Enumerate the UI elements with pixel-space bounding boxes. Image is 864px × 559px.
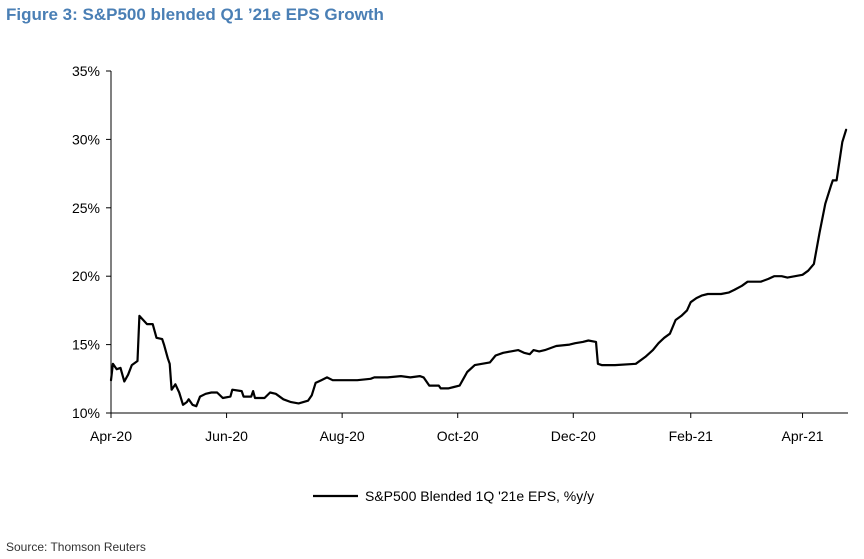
x-tick-label: Jun-20: [205, 428, 248, 444]
series-line: [109, 128, 848, 408]
x-tick-label: Apr-21: [782, 428, 824, 444]
x-tick-label: Dec-20: [551, 428, 596, 444]
source-note: Source: Thomson Reuters: [6, 540, 146, 554]
x-tick-label: Aug-20: [320, 428, 365, 444]
chart-ticks: 10% 15% 20% 25% 30% 35% Apr-20 Jun-20 Aug-20 Oct-…: [72, 63, 824, 444]
y-tick-label: 25%: [72, 200, 100, 216]
figure-title: Figure 3: S&P500 blended Q1 ’21e EPS Gro…: [6, 5, 384, 24]
chart-axes: [110, 71, 848, 414]
y-tick-label: 35%: [72, 63, 100, 79]
chart-series: [109, 128, 848, 408]
y-tick-label: 15%: [72, 337, 100, 353]
x-tick-label: Apr-20: [90, 428, 132, 444]
y-tick-label: 30%: [72, 131, 100, 147]
chart-legend: S&P500 Blended 1Q '21e EPS, %y/y: [313, 488, 594, 504]
legend-label: S&P500 Blended 1Q '21e EPS, %y/y: [365, 488, 594, 504]
y-tick-label: 10%: [72, 405, 100, 421]
x-tick-label: Feb-21: [669, 428, 714, 444]
x-tick-label: Oct-20: [437, 428, 479, 444]
y-tick-label: 20%: [72, 268, 100, 284]
